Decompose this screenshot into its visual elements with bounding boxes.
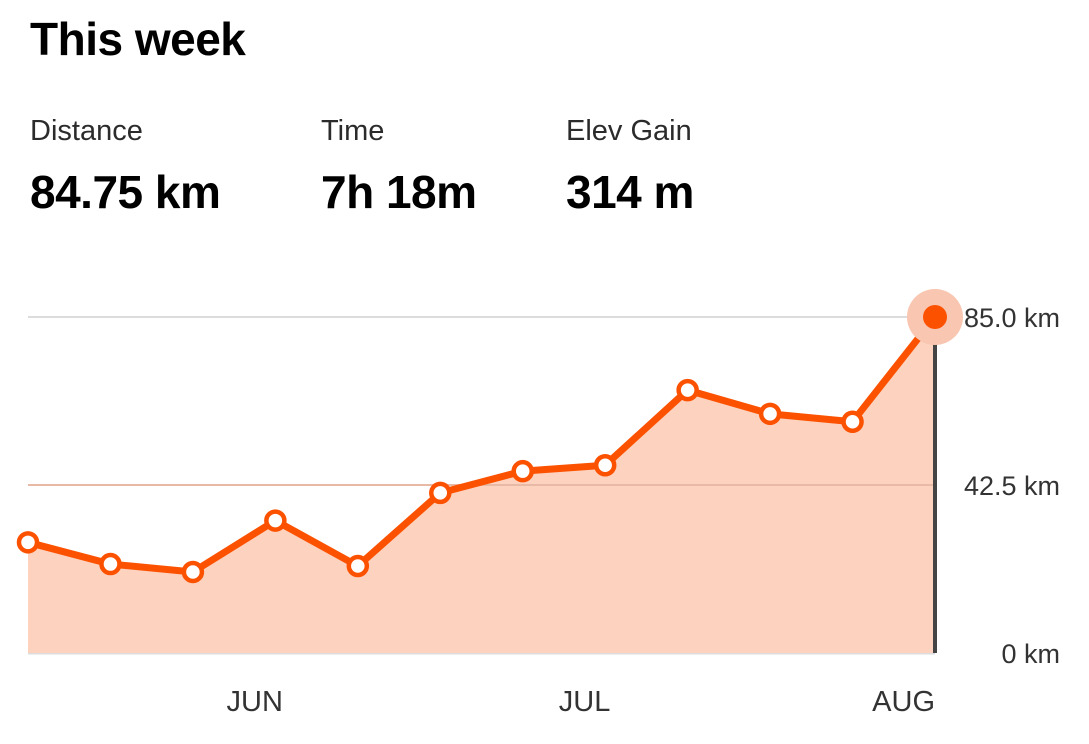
data-point-1 <box>99 552 122 576</box>
data-point-9 <box>758 402 782 426</box>
page-title: This week <box>30 13 246 65</box>
data-point-11 <box>923 305 947 329</box>
data-point-2 <box>181 560 205 584</box>
series-line <box>24 313 939 576</box>
data-point-3 <box>264 509 287 532</box>
stat-distance-value: 84.75 km <box>30 166 221 218</box>
stat-distance: Distance 84.75 km <box>30 112 221 220</box>
data-point-8 <box>676 378 699 402</box>
x-tick-label-aug: AUG <box>872 686 935 718</box>
stat-elev-gain-value: 314 m <box>566 166 694 218</box>
x-tick-label-jul: JUL <box>559 686 611 718</box>
data-point-0 <box>16 531 40 554</box>
stat-time-value: 7h 18m <box>321 166 477 218</box>
x-tick-label-jun: JUN <box>227 686 283 718</box>
data-point-6 <box>511 459 534 483</box>
data-point-10 <box>841 410 864 434</box>
data-point-4 <box>346 554 370 578</box>
data-point-7 <box>593 453 617 477</box>
stat-elev-gain: Elev Gain 314 m <box>566 112 694 220</box>
data-point-5 <box>429 481 452 505</box>
stat-time: Time 7h 18m <box>321 112 477 220</box>
stat-distance-label: Distance <box>30 115 143 147</box>
stat-time-label: Time <box>321 115 385 147</box>
y-tick-label-1: 42.5 km <box>964 471 1060 501</box>
y-tick-label-2: 0 km <box>1001 639 1060 669</box>
y-tick-label-0: 85.0 km <box>964 303 1060 333</box>
stat-elev-gain-label: Elev Gain <box>566 115 692 147</box>
